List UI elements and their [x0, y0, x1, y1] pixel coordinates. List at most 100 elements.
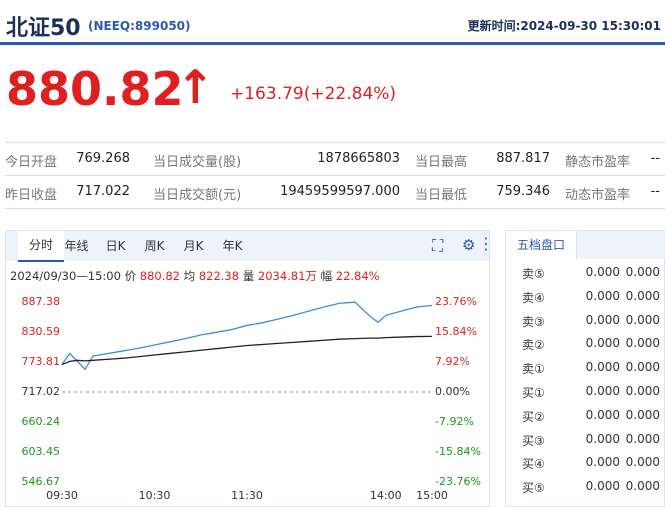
intraday-chart: 887.38 830.59 773.81 717.02 660.24 603.45 546.…: [22, 295, 481, 502]
y2-tick-label: 7.92%: [435, 355, 470, 368]
tab[interactable]: 周K: [144, 239, 165, 253]
stat-value: 887.817: [496, 151, 550, 166]
book-side: 卖④: [522, 290, 545, 305]
info-datetime: 2024/09/30—15:00: [10, 269, 121, 283]
info-line: 2024/09/30—15:00 价 880.82 均 822.38 量 203…: [10, 268, 380, 284]
book-volume: 0.000: [625, 336, 660, 351]
x-tick-label: 14:00: [370, 489, 402, 502]
stat-label: 昨日收盘: [5, 188, 58, 203]
stat-label: 当日最高: [415, 155, 468, 170]
book-side: 买④: [522, 457, 545, 472]
y2-tick-label: 23.76%: [435, 295, 477, 308]
y-tick-label: 717.02: [22, 385, 61, 398]
info-label: 量: [242, 269, 255, 283]
settings-icon[interactable]: ⚙: [462, 236, 476, 254]
tab[interactable]: 月K: [183, 239, 204, 253]
stat-label: 今日开盘: [5, 155, 58, 170]
info-label: 幅: [320, 269, 333, 283]
arrow: ↑: [176, 60, 215, 114]
x-tick-label: 10:30: [139, 489, 171, 502]
info-value: 880.82: [139, 269, 180, 283]
index-name: 北证50: [6, 16, 81, 41]
book-volume: 0.000: [625, 265, 660, 279]
y-tick-label: 773.81: [22, 355, 61, 368]
stat-value: 717.022: [76, 184, 130, 199]
info-value: 822.38: [198, 269, 240, 283]
book-price: 0.000: [585, 288, 620, 303]
stats-table: [5, 142, 665, 209]
change: +163.79(+22.84%): [230, 84, 397, 104]
series-line: [61, 335, 433, 366]
tab[interactable]: 年K: [222, 239, 243, 253]
book-price: 0.000: [585, 431, 620, 446]
x-tick-label: 11:30: [231, 489, 263, 502]
book-price: 0.000: [585, 360, 620, 375]
y-tick-label: 830.59: [22, 325, 61, 338]
book-volume: 0.000: [625, 384, 660, 398]
stat-label: 当日最低: [415, 188, 468, 203]
book-volume: 0.000: [625, 360, 660, 375]
menu-icon[interactable]: ⋮: [478, 234, 494, 253]
book-side: 买①: [522, 386, 545, 400]
stat-value: 19459599597.000: [280, 184, 400, 199]
book-price: 0.000: [585, 265, 620, 279]
stat-label: 当日成交额(元): [153, 188, 242, 203]
update-time: 更新时间:2024-09-30 15:30:01: [467, 19, 661, 33]
book-volume: 0.000: [625, 407, 660, 422]
info-value: 22.84%: [335, 269, 380, 283]
book-side: 买③: [522, 433, 545, 448]
tab[interactable]: 日K: [105, 239, 126, 253]
divider: [0, 42, 665, 45]
stat-value: 759.346: [496, 184, 550, 199]
stats-row-bg: [5, 142, 665, 176]
stat-label: 动态市盈率: [565, 188, 631, 203]
book-volume: 0.000: [625, 312, 660, 327]
order-book-title: 五档盘口: [506, 231, 577, 259]
tab[interactable]: 分时: [18, 231, 64, 262]
book-side: 买②: [522, 409, 545, 424]
y2-tick-label: 0.00%: [435, 385, 470, 398]
book-price: 0.000: [585, 336, 620, 351]
info-label: 均: [183, 269, 196, 283]
stats-row-bg: [5, 175, 665, 209]
book-volume: 0.000: [625, 479, 660, 494]
book-price: 0.000: [585, 407, 620, 422]
x-tick-label: 09:30: [46, 489, 78, 502]
info-label: 价: [124, 269, 137, 283]
book-side: 卖①: [522, 362, 545, 377]
book-side: 买⑤: [522, 481, 545, 496]
y-tick-label: 603.45: [22, 445, 61, 458]
y2-tick-label: 15.84%: [435, 325, 477, 338]
book-volume: 0.000: [625, 431, 660, 446]
y-tick-label: 660.24: [22, 415, 61, 428]
series-line: [61, 301, 433, 371]
info-value: 2034.81万: [257, 269, 317, 283]
book-side: 卖⑤: [522, 267, 545, 281]
book-volume: 0.000: [625, 455, 660, 470]
book-price: 0.000: [585, 455, 620, 470]
stat-value: 1878665803: [317, 151, 400, 166]
stat-label: 当日成交量(股): [153, 155, 242, 170]
stat-value: --: [650, 184, 660, 199]
book-side: 卖③: [522, 314, 545, 329]
y-tick-label: 546.67: [22, 475, 61, 488]
book-side: 卖②: [522, 338, 545, 353]
y2-tick-label: -23.76%: [435, 475, 481, 488]
book-volume: 0.000: [625, 288, 660, 303]
index-code: (NEEQ:899050): [88, 19, 191, 33]
fullscreen-icon[interactable]: ⛶: [432, 236, 444, 255]
stat-label: 静态市盈率: [565, 155, 631, 170]
y2-tick-label: -15.84%: [435, 445, 481, 458]
book-price: 0.000: [585, 479, 620, 494]
book-price: 0.000: [585, 312, 620, 327]
tab[interactable]: 年线: [64, 239, 89, 253]
stat-value: 769.268: [76, 151, 130, 166]
price: 880.82: [6, 62, 184, 116]
y2-tick-label: -7.92%: [435, 415, 474, 428]
y-tick-label: 887.38: [22, 295, 61, 308]
x-tick-label: 15:00: [416, 489, 448, 502]
stat-value: --: [650, 151, 660, 166]
tab-bar: [6, 231, 489, 261]
book-price: 0.000: [585, 384, 620, 398]
